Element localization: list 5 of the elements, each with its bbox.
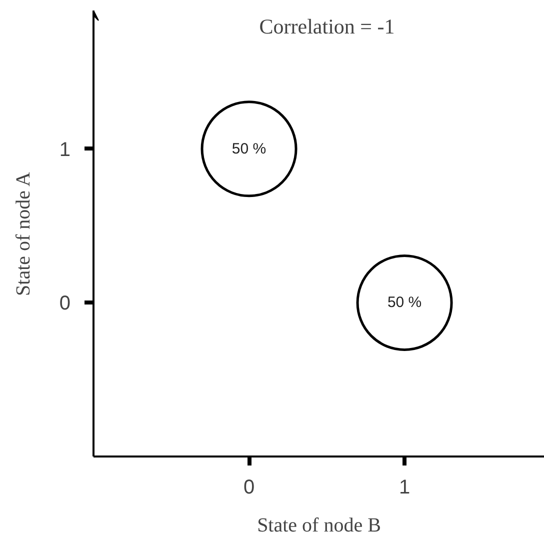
annotation: 50 % [232,140,266,158]
chart-title: Correlation = -1 [259,14,395,38]
x-axis-title: State of node B [257,514,381,536]
annotation: 50 % [387,294,422,312]
y-axis-title: State of node A [12,172,34,296]
